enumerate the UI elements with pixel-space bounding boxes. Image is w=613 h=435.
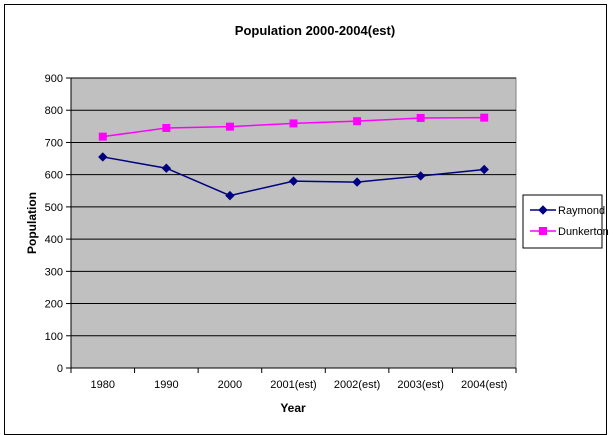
data-point-dunkerton [289, 119, 298, 128]
legend-marker [539, 227, 547, 235]
data-point-dunkerton [416, 113, 425, 122]
x-axis-title: Year [280, 401, 306, 415]
x-tick-label: 2003(est) [397, 379, 443, 391]
data-point-dunkerton [225, 122, 234, 131]
chart-title: Population 2000-2004(est) [235, 23, 395, 38]
data-point-raymond [98, 152, 108, 162]
x-tick-label: 1990 [154, 379, 178, 391]
data-point-dunkerton [98, 132, 107, 141]
data-point-raymond [288, 176, 299, 186]
y-tick-label: 0 [57, 363, 63, 375]
x-tick-label: 2000 [218, 379, 242, 391]
x-tick-label: 2001(est) [270, 379, 316, 391]
x-tick-label: 2004(est) [461, 379, 507, 391]
x-tick-label: 1980 [91, 379, 115, 391]
data-point-dunkerton [480, 113, 489, 122]
y-tick-label: 100 [45, 331, 63, 343]
series-dunkerton [98, 113, 489, 141]
y-tick-label: 500 [45, 202, 63, 214]
series-layer [98, 113, 489, 201]
y-axis-title: Population [25, 192, 39, 254]
y-tick-label: 600 [45, 170, 63, 182]
y-tick-label: 300 [45, 266, 63, 278]
legend-label: Dunkerton [558, 226, 609, 238]
y-tick-label: 900 [45, 73, 63, 85]
data-point-raymond [225, 190, 235, 201]
legend-label: Raymond [558, 205, 605, 217]
data-point-raymond [352, 177, 362, 187]
data-point-raymond [479, 164, 489, 175]
y-tick-label: 700 [45, 137, 63, 149]
y-tick-label: 400 [45, 234, 63, 246]
data-point-raymond [161, 163, 172, 173]
series-raymond [98, 152, 489, 201]
grid-lines [71, 77, 516, 337]
x-tick-label: 2002(est) [334, 379, 380, 391]
x-axis-ticks: 1980 1990 2000 2001(est) 2002(est) 2003(est) 2… [70, 367, 517, 391]
legend-box [522, 194, 603, 249]
data-point-dunkerton [353, 117, 362, 126]
legend: Raymond Dunkerton [522, 194, 609, 249]
data-point-dunkerton [162, 123, 171, 132]
data-point-raymond [415, 171, 426, 181]
legend-item-dunkerton: Dunkerton [530, 226, 609, 238]
y-tick-label: 200 [45, 299, 63, 311]
y-tick-label: 800 [45, 105, 63, 117]
legend-marker [538, 205, 548, 215]
y-axis-ticks: 0 100 200 300 400 500 600 700 800 900 [45, 73, 72, 375]
legend-item-raymond: Raymond [530, 205, 605, 217]
